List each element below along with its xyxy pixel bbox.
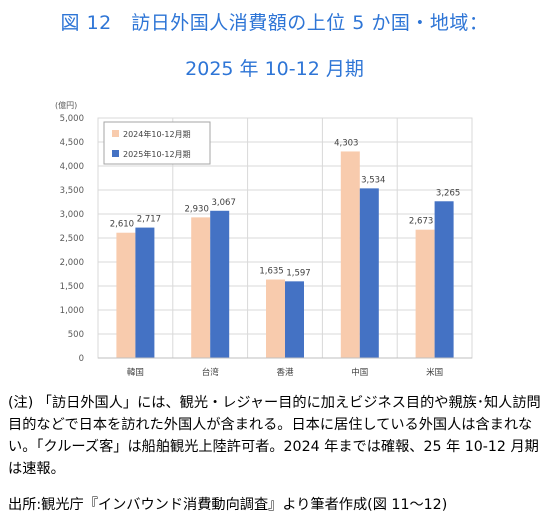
y-tick-label: 1,500: [60, 282, 84, 292]
y-tick-label: 0: [79, 354, 84, 364]
bar-2025: [135, 227, 155, 358]
chart-subtitle: 2025 年 10-12 月期: [185, 58, 364, 80]
data-label: 3,534: [361, 175, 385, 185]
data-label: 2,717: [137, 215, 161, 225]
bar-2025: [434, 201, 454, 358]
x-tick-label: 米国: [426, 367, 443, 378]
y-tick-label: 500: [68, 330, 84, 340]
x-tick-label: 韓国: [127, 367, 144, 378]
bar-2024: [415, 229, 435, 358]
y-tick-label: 4,500: [60, 138, 84, 148]
data-label: 1,597: [286, 268, 310, 278]
data-label: 2,930: [185, 204, 209, 214]
bar-2024: [340, 151, 360, 358]
y-tick-label: 3,500: [60, 186, 84, 196]
legend-box: [103, 121, 211, 165]
legend-label: 2024年10-12月期: [123, 129, 191, 139]
y-tick-label: 2,000: [60, 258, 84, 268]
bar-2025: [359, 188, 379, 358]
y-axis-label: (億円): [55, 100, 77, 110]
chart-title: 図 12 訪日外国人消費額の上位 5 か国・地域：: [60, 12, 489, 34]
bar-2025: [285, 281, 304, 358]
legend-swatch: [112, 150, 119, 157]
legend-label: 2025年10-12月期: [123, 149, 191, 159]
data-label: 3,067: [212, 198, 236, 208]
source-line: 出所:観光庁『インバウンド消費動向調査』より筆者作成(図 11～12): [8, 497, 448, 513]
footnote: (注) 「訪日外国人」には、観光・レジャー目的に加えビジネス目的や親族･知人訪問…: [8, 392, 543, 480]
data-label: 4,303: [334, 138, 358, 148]
data-label: 3,265: [436, 188, 460, 198]
footnote-text: (注) 「訪日外国人」には、観光・レジャー目的に加えビジネス目的や親族･知人訪問…: [8, 395, 541, 477]
y-tick-label: 3,000: [60, 210, 84, 220]
y-tick-label: 5,000: [60, 114, 84, 124]
data-label: 1,635: [259, 267, 283, 277]
y-tick-label: 1,000: [60, 306, 84, 316]
data-label: 2,673: [409, 217, 433, 227]
x-tick-label: 香港: [276, 367, 294, 378]
legend-swatch: [112, 130, 119, 137]
bar-chart: 0 500 1,000 1,500 2,000 2,500 3,000 3,500 4,000 4…: [55, 100, 473, 378]
bar-2025: [210, 210, 230, 358]
bar-2024: [116, 232, 136, 358]
bar-2024: [266, 279, 285, 358]
x-tick-label: 台湾: [202, 367, 220, 378]
bar-2024: [191, 217, 211, 358]
x-tick-label: 中国: [351, 367, 368, 378]
data-label: 2,610: [110, 220, 134, 230]
y-tick-label: 2,500: [60, 234, 84, 244]
y-tick-label: 4,000: [60, 162, 84, 172]
